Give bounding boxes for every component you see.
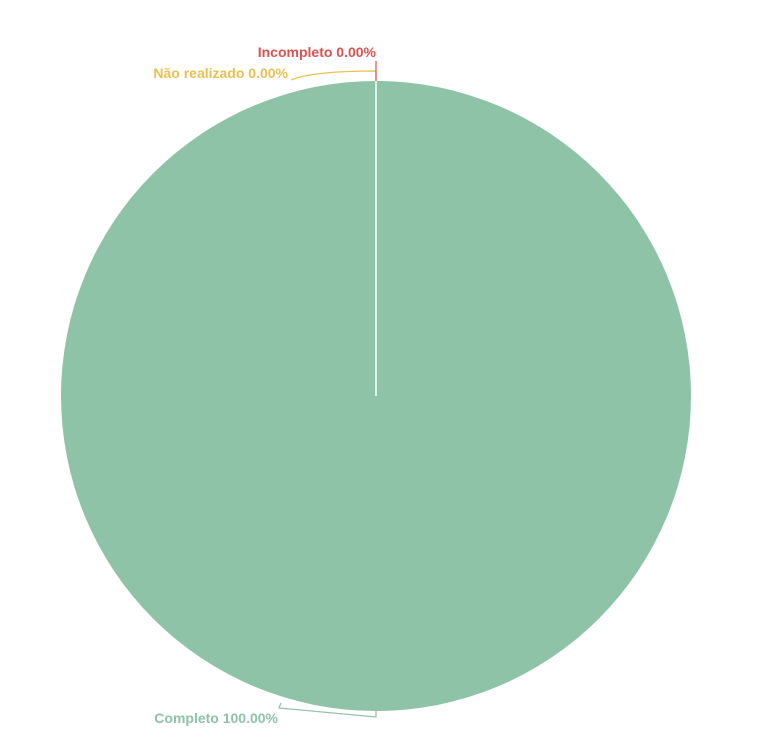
labels-layer: Completo 100.00% Não realizado 0.00% Incom… bbox=[153, 44, 377, 726]
slices-layer bbox=[61, 81, 691, 711]
leader-line-nao-realizado bbox=[290, 70, 377, 81]
slice-label-completo: Completo 100.00% bbox=[154, 710, 278, 726]
slice-label-incompleto: Incompleto 0.00% bbox=[258, 44, 377, 60]
leader-line-completo bbox=[278, 702, 377, 718]
slice-label-nao-realizado: Não realizado 0.00% bbox=[153, 65, 288, 81]
